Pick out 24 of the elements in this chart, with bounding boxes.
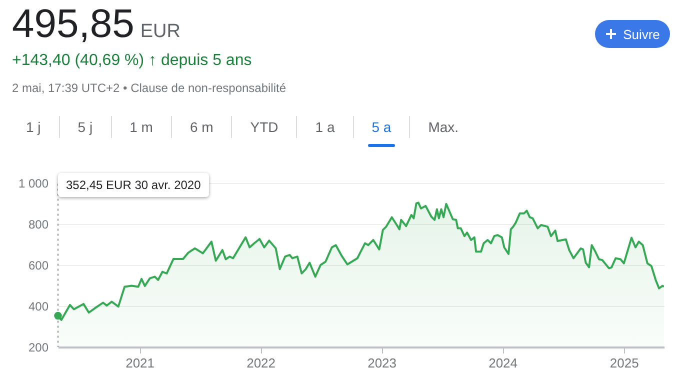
x-tick-label: 2021 <box>126 356 155 370</box>
text: Suivre <box>623 26 660 42</box>
text: 1 m <box>110 116 171 138</box>
y-tick-label: 400 <box>28 300 49 314</box>
text: 5 j <box>58 116 111 138</box>
y-tick-label: 200 <box>28 340 49 354</box>
y-tick-label: 1 000 <box>18 176 49 190</box>
annotation: 352,45 EUR 30 avr. 2020 <box>58 173 209 197</box>
chart-title: 495,85 <box>12 2 134 46</box>
text: 6 m <box>170 116 232 138</box>
chart-subtitle: +143,40 (40,69 %) ↑ depuis 5 ans <box>12 52 252 70</box>
text: Max. <box>409 116 477 138</box>
y-tick-label: 800 <box>28 218 49 232</box>
text: YTD <box>231 116 296 138</box>
text: EUR <box>140 21 180 42</box>
x-tick-label: 2024 <box>488 356 518 370</box>
text: 1 j <box>25 118 42 137</box>
y-tick-label: 600 <box>28 258 49 272</box>
x-tick-label: 2023 <box>368 356 397 370</box>
text: 5 a <box>352 116 410 138</box>
text: 2 mai, 17:39 UTC+2 • Clause de non-responsabilité <box>12 81 286 95</box>
x-tick-label: 2025 <box>610 356 639 370</box>
x-tick-label: 2022 <box>246 356 276 370</box>
text: 1 a <box>296 116 353 138</box>
